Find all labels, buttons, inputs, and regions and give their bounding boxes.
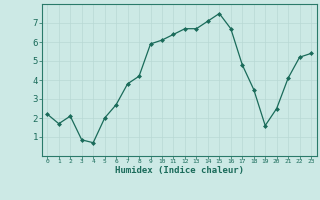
X-axis label: Humidex (Indice chaleur): Humidex (Indice chaleur) (115, 166, 244, 175)
